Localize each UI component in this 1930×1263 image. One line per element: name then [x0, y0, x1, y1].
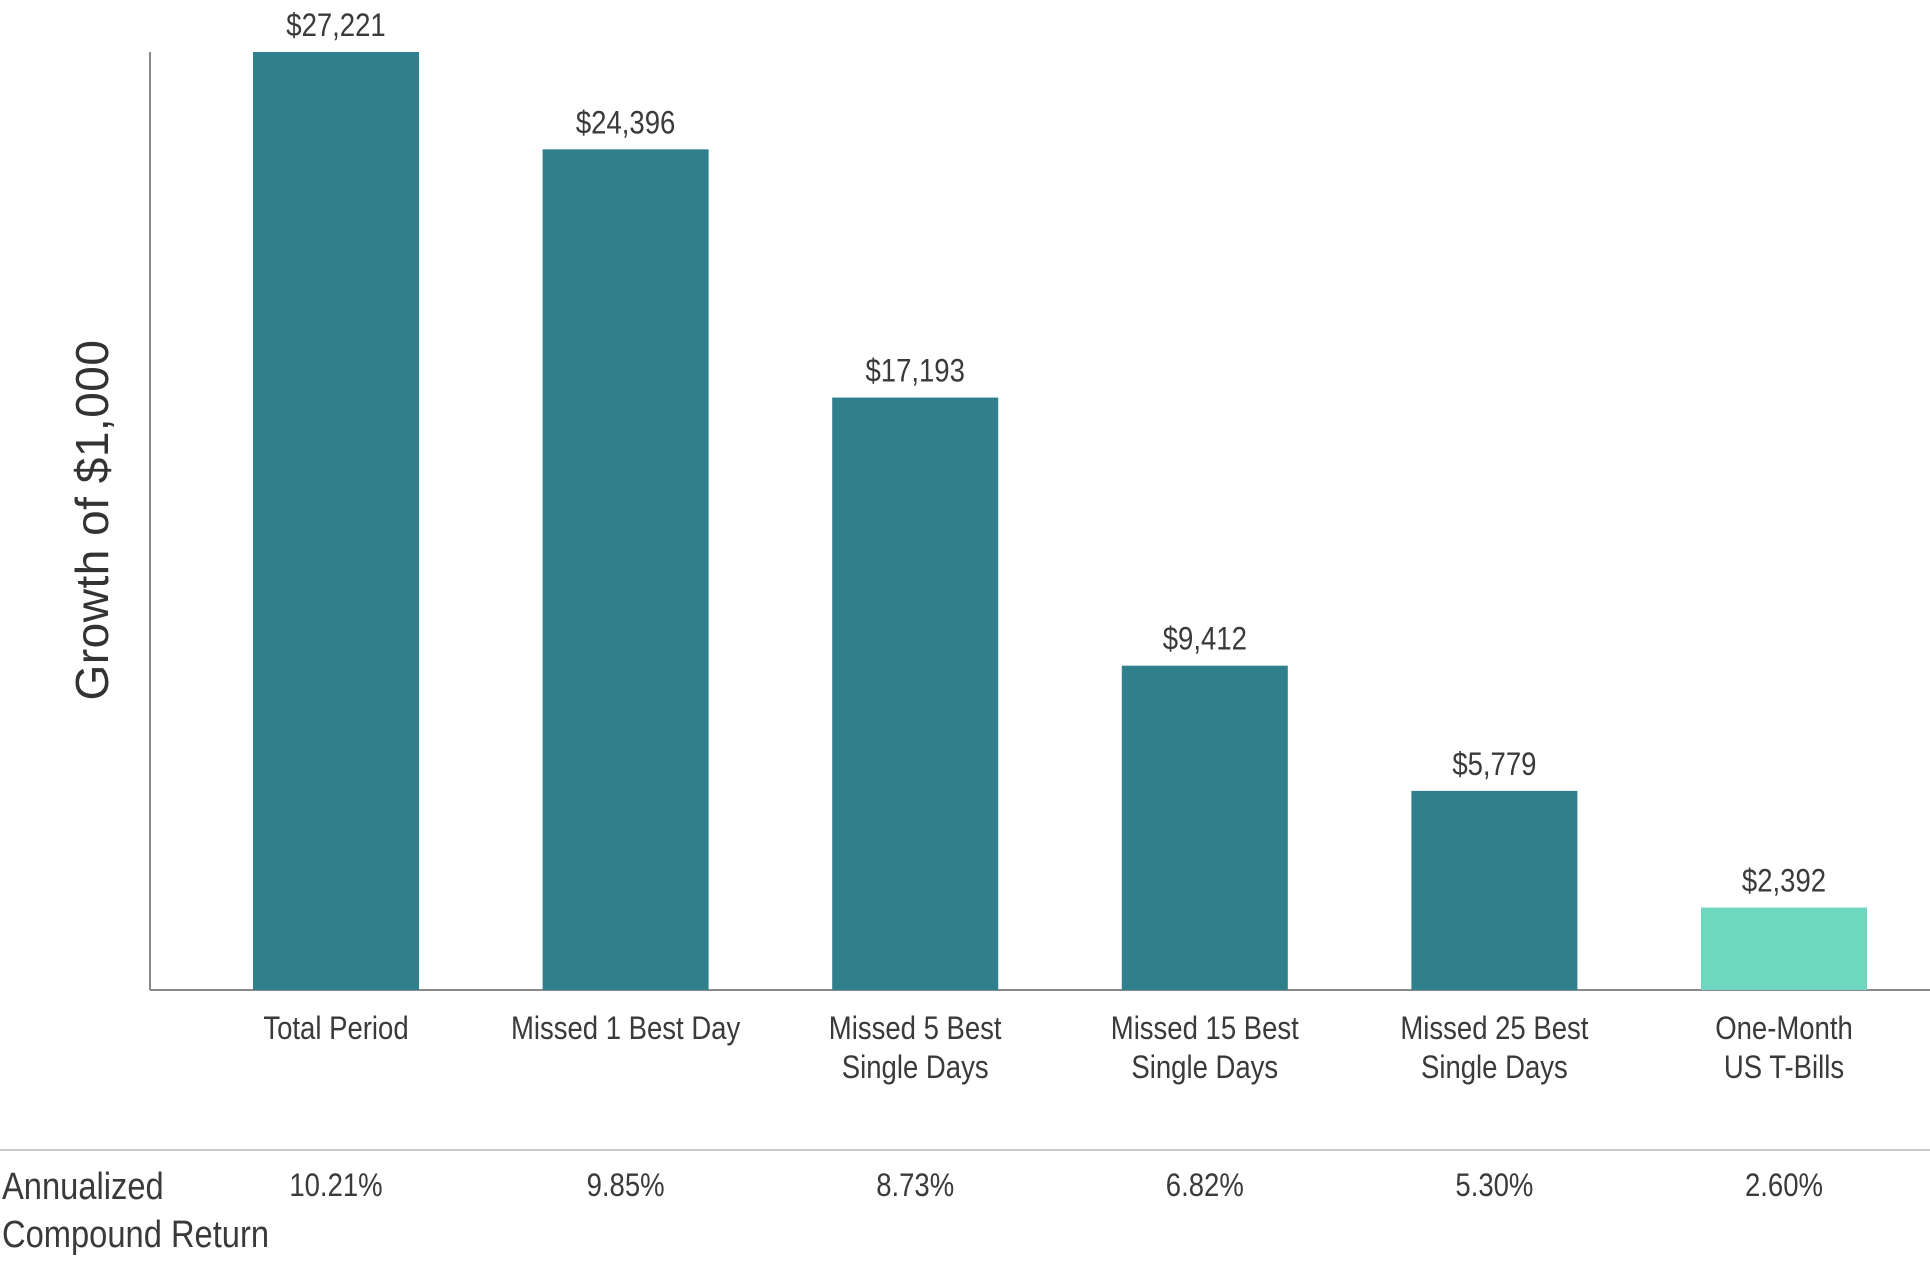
annualized-return-label-line-2: Compound Return	[2, 1214, 270, 1256]
bar-value-label-2: $24,396	[576, 105, 675, 140]
bar-1	[253, 52, 419, 990]
bar-value-label-1: $27,221	[286, 8, 385, 43]
x-tick-label-3-line-2: Single Days	[842, 1050, 989, 1085]
x-tick-label-6-line-1: One-Month	[1715, 1011, 1853, 1046]
bar-6	[1701, 907, 1867, 990]
annualized-return-value-1: 10.21%	[289, 1168, 382, 1203]
annualized-return-value-2: 9.85%	[587, 1168, 665, 1203]
x-tick-label-6-line-2: US T-Bills	[1724, 1050, 1844, 1085]
bar-4	[1121, 665, 1288, 990]
bar-value-label-4: $9,412	[1163, 622, 1247, 657]
x-tick-label-5-line-2: Single Days	[1421, 1050, 1568, 1085]
annualized-return-label: Annualized Compound Return	[2, 1163, 269, 1259]
x-tick-label-1-line-1: Total Period	[263, 1011, 408, 1046]
annualized-return-label-line-1: Annualized	[2, 1166, 164, 1208]
x-tick-label-4-line-1: Missed 15 Best	[1111, 1011, 1300, 1046]
bar-value-label-3: $17,193	[865, 354, 964, 389]
bar-value-label-5: $5,779	[1452, 747, 1536, 782]
x-tick-label-3-line-1: Missed 5 Best	[829, 1011, 1002, 1046]
x-tick-label-4-line-2: Single Days	[1131, 1050, 1278, 1085]
bars-group: $27,221 Total Period 10.21% $24,396 Missed 1…	[253, 8, 1867, 1204]
table-divider	[0, 1149, 1930, 1151]
x-tick-label-5-line-1: Missed 25 Best	[1400, 1011, 1589, 1046]
bar-value-label-6: $2,392	[1742, 864, 1826, 899]
annualized-return-value-5: 5.30%	[1455, 1168, 1533, 1203]
annualized-return-value-3: 8.73%	[876, 1168, 954, 1203]
annualized-return-value-4: 6.82%	[1166, 1168, 1244, 1203]
bar-3	[832, 397, 999, 990]
y-axis-label: Growth of $1,000	[66, 339, 118, 701]
bar-5	[1411, 790, 1578, 990]
bar-2	[542, 149, 709, 990]
x-tick-label-2-line-1: Missed 1 Best Day	[511, 1011, 740, 1046]
annualized-return-value-6: 2.60%	[1745, 1168, 1823, 1203]
